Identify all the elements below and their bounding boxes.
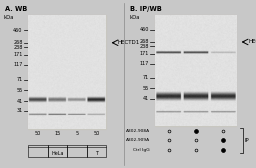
- Text: 55: 55: [143, 86, 149, 91]
- Bar: [67, 145, 87, 157]
- Text: Ctrl IgG: Ctrl IgG: [133, 148, 150, 152]
- Bar: [48, 145, 67, 157]
- Text: 238: 238: [140, 44, 149, 49]
- Text: kDa: kDa: [4, 15, 14, 20]
- Text: 171: 171: [13, 52, 23, 57]
- Text: 460: 460: [140, 27, 149, 32]
- Bar: [28, 15, 106, 129]
- Text: 171: 171: [140, 51, 149, 56]
- Text: 117: 117: [140, 61, 149, 66]
- Bar: [87, 145, 106, 157]
- Bar: [155, 15, 236, 126]
- Text: 41: 41: [16, 99, 23, 104]
- Text: kDa: kDa: [129, 15, 140, 20]
- Text: B. IP/WB: B. IP/WB: [131, 6, 162, 12]
- Text: 71: 71: [16, 77, 23, 82]
- Text: 31: 31: [16, 109, 23, 113]
- Text: 50: 50: [93, 131, 100, 136]
- Text: 268: 268: [140, 39, 149, 45]
- Text: 268: 268: [13, 40, 23, 45]
- Text: 50: 50: [35, 131, 41, 136]
- Text: 41: 41: [143, 96, 149, 101]
- Text: A302-909A: A302-909A: [126, 138, 150, 142]
- Text: A. WB: A. WB: [5, 6, 27, 12]
- Text: 55: 55: [16, 88, 23, 93]
- Text: 238: 238: [13, 45, 23, 50]
- Bar: [28, 145, 48, 157]
- Text: 460: 460: [13, 28, 23, 33]
- Text: HECTD1: HECTD1: [248, 39, 256, 45]
- Text: HECTD1: HECTD1: [118, 40, 140, 45]
- Text: T: T: [95, 151, 98, 156]
- Text: IP: IP: [244, 138, 249, 143]
- Text: 15: 15: [55, 131, 61, 136]
- Text: 71: 71: [143, 75, 149, 80]
- Text: 5: 5: [76, 131, 79, 136]
- Text: A302-908A: A302-908A: [126, 129, 150, 133]
- Text: 117: 117: [13, 62, 23, 67]
- Text: HeLa: HeLa: [51, 151, 64, 156]
